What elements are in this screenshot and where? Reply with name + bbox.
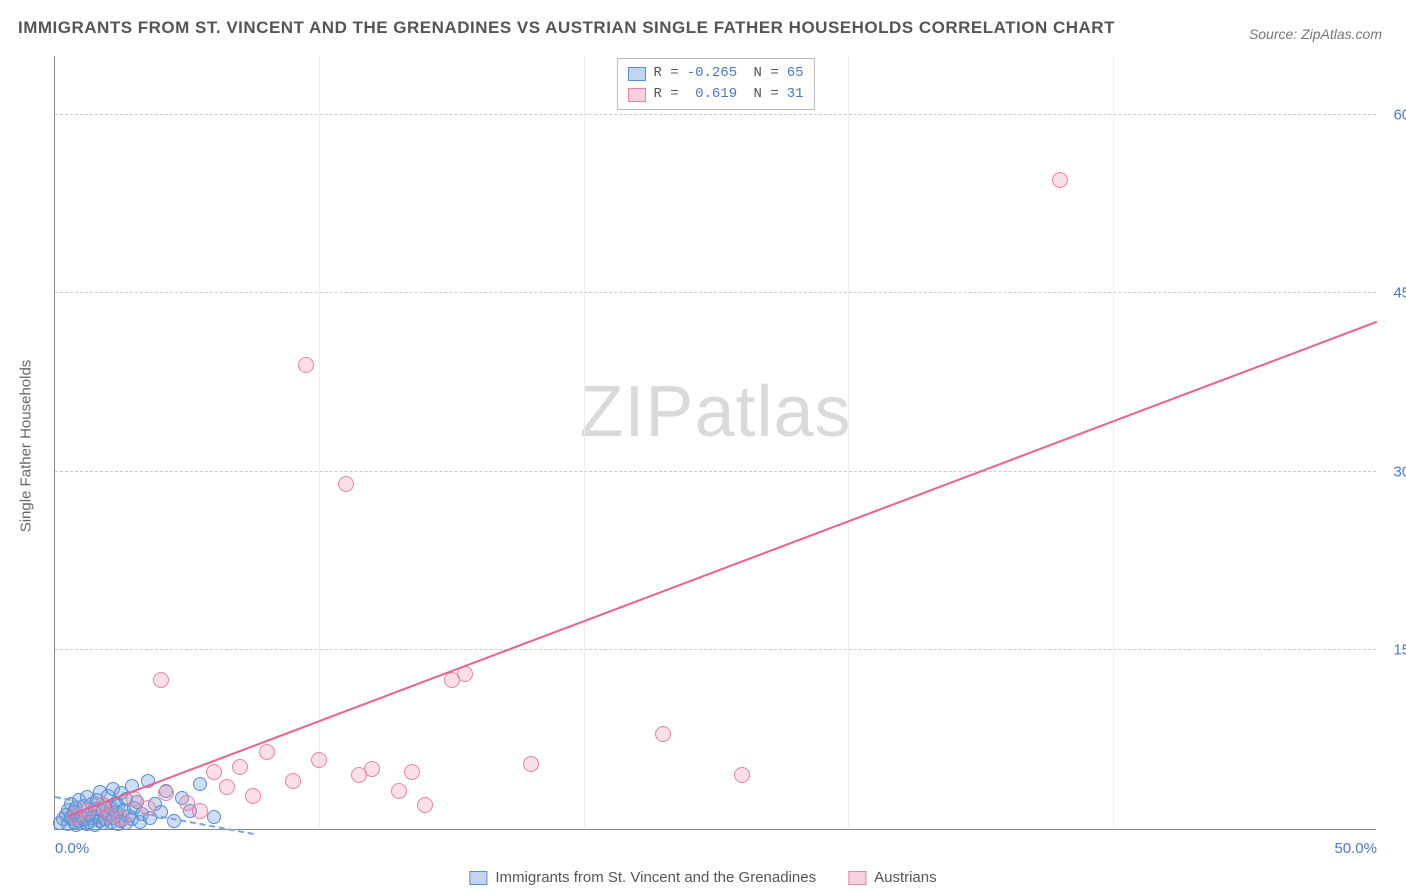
n-value-blue: 65 — [787, 63, 804, 84]
x-tick-label: 0.0% — [55, 840, 89, 857]
r-value-pink: 0.619 — [687, 84, 737, 105]
trend-line — [68, 321, 1377, 817]
data-point — [113, 811, 129, 827]
gridline-h — [55, 649, 1376, 650]
data-point — [219, 779, 235, 795]
data-point — [285, 773, 301, 789]
swatch-pink-icon — [848, 871, 866, 885]
gridline-h — [55, 114, 1376, 115]
data-point — [391, 783, 407, 799]
gridline-h — [55, 471, 1376, 472]
data-point — [192, 803, 208, 819]
correlation-legend: R = -0.265 N = 65 R = 0.619 N = 31 — [616, 58, 814, 110]
data-point — [404, 764, 420, 780]
gridline-v — [1113, 56, 1114, 829]
legend-row-pink: R = 0.619 N = 31 — [627, 84, 803, 105]
gridline-v — [848, 56, 849, 829]
legend-item-austrians: Austrians — [848, 869, 937, 886]
gridline-h — [55, 292, 1376, 293]
data-point — [734, 767, 750, 783]
data-point — [417, 797, 433, 813]
legend-label-austrians: Austrians — [874, 869, 937, 886]
data-point — [140, 800, 156, 816]
data-point — [338, 476, 354, 492]
data-point — [207, 810, 221, 824]
data-point — [298, 357, 314, 373]
gridline-v — [319, 56, 320, 829]
data-point — [311, 752, 327, 768]
data-point — [193, 777, 207, 791]
data-point — [153, 672, 169, 688]
series-legend: Immigrants from St. Vincent and the Gren… — [469, 869, 936, 886]
r-value-blue: -0.265 — [687, 63, 737, 84]
swatch-blue-icon — [627, 67, 645, 81]
data-point — [364, 761, 380, 777]
data-point — [245, 788, 261, 804]
chart-title: IMMIGRANTS FROM ST. VINCENT AND THE GREN… — [18, 18, 1115, 38]
data-point — [158, 785, 174, 801]
watermark: ZIPatlas — [579, 371, 851, 453]
data-point — [1052, 172, 1068, 188]
swatch-blue-icon — [469, 871, 487, 885]
x-tick-label: 50.0% — [1334, 840, 1377, 857]
gridline-v — [584, 56, 585, 829]
legend-label-immigrants: Immigrants from St. Vincent and the Gren… — [495, 869, 816, 886]
data-point — [259, 744, 275, 760]
y-tick-label: 60.0% — [1384, 106, 1406, 123]
legend-row-blue: R = -0.265 N = 65 — [627, 63, 803, 84]
source-attribution: Source: ZipAtlas.com — [1249, 26, 1382, 42]
legend-item-immigrants: Immigrants from St. Vincent and the Gren… — [469, 869, 816, 886]
data-point — [523, 756, 539, 772]
data-point — [206, 764, 222, 780]
n-value-pink: 31 — [787, 84, 804, 105]
swatch-pink-icon — [627, 88, 645, 102]
y-tick-label: 30.0% — [1384, 463, 1406, 480]
y-tick-label: 45.0% — [1384, 285, 1406, 302]
y-tick-label: 15.0% — [1384, 642, 1406, 659]
y-axis-label: Single Father Households — [18, 360, 35, 533]
data-point — [655, 726, 671, 742]
scatter-plot-area: ZIPatlas R = -0.265 N = 65 R = 0.619 N =… — [54, 56, 1376, 830]
data-point — [232, 759, 248, 775]
